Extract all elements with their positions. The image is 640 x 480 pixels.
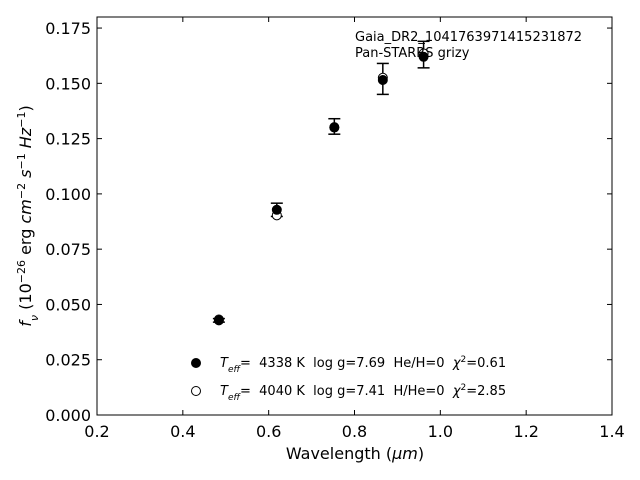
x-tick-label: 1.0 xyxy=(428,422,453,441)
annotation-source-id: Gaia_DR2_1041763971415231872 xyxy=(355,30,582,45)
y-axis-label: fν (10−26 erg cm−2 s−1 Hz−1) xyxy=(15,105,41,326)
x-tick-label: 0.4 xyxy=(170,422,195,441)
y-tick-label: 0.075 xyxy=(45,240,91,259)
legend-label-open: Teff= 4040 K log g=7.41 H/He=0 χ2=2.85 xyxy=(220,383,506,403)
legend: Teff= 4338 K log g=7.69 He/H=0 χ2=0.61 T… xyxy=(191,355,506,403)
model-point-filled xyxy=(377,75,388,86)
y-tick-label: 0.100 xyxy=(45,185,91,204)
model-point-filled xyxy=(271,204,282,215)
x-tick-label: 1.2 xyxy=(513,422,538,441)
y-tick-label: 0.150 xyxy=(45,74,91,93)
x-tick-label: 0.2 xyxy=(84,422,109,441)
annotation-photometry: Pan-STARRS grizy xyxy=(355,46,470,61)
legend-marker-open xyxy=(191,386,201,396)
model-point-filled xyxy=(213,315,224,326)
y-tick-label: 0.050 xyxy=(45,295,91,314)
data-marks xyxy=(212,40,430,326)
x-tick-label: 1.4 xyxy=(599,422,624,441)
y-tick-label: 0.175 xyxy=(45,19,91,38)
axis-ticks: 0.2 0.4 0.6 0.8 1.0 1.2 1.4 0.000 0.025 0.050 0.07… xyxy=(45,17,625,441)
model-point-filled xyxy=(329,122,340,133)
x-tick-label: 0.8 xyxy=(342,422,367,441)
x-axis-label: Wavelength (μm) xyxy=(286,444,424,463)
legend-label-filled: Teff= 4338 K log g=7.69 He/H=0 χ2=0.61 xyxy=(220,355,506,375)
y-tick-label: 0.025 xyxy=(45,351,91,370)
model-point-filled xyxy=(418,51,429,62)
x-tick-label: 0.6 xyxy=(256,422,281,441)
legend-marker-filled xyxy=(191,358,201,368)
y-tick-label: 0.125 xyxy=(45,130,91,149)
y-tick-label: 0.000 xyxy=(45,406,91,425)
